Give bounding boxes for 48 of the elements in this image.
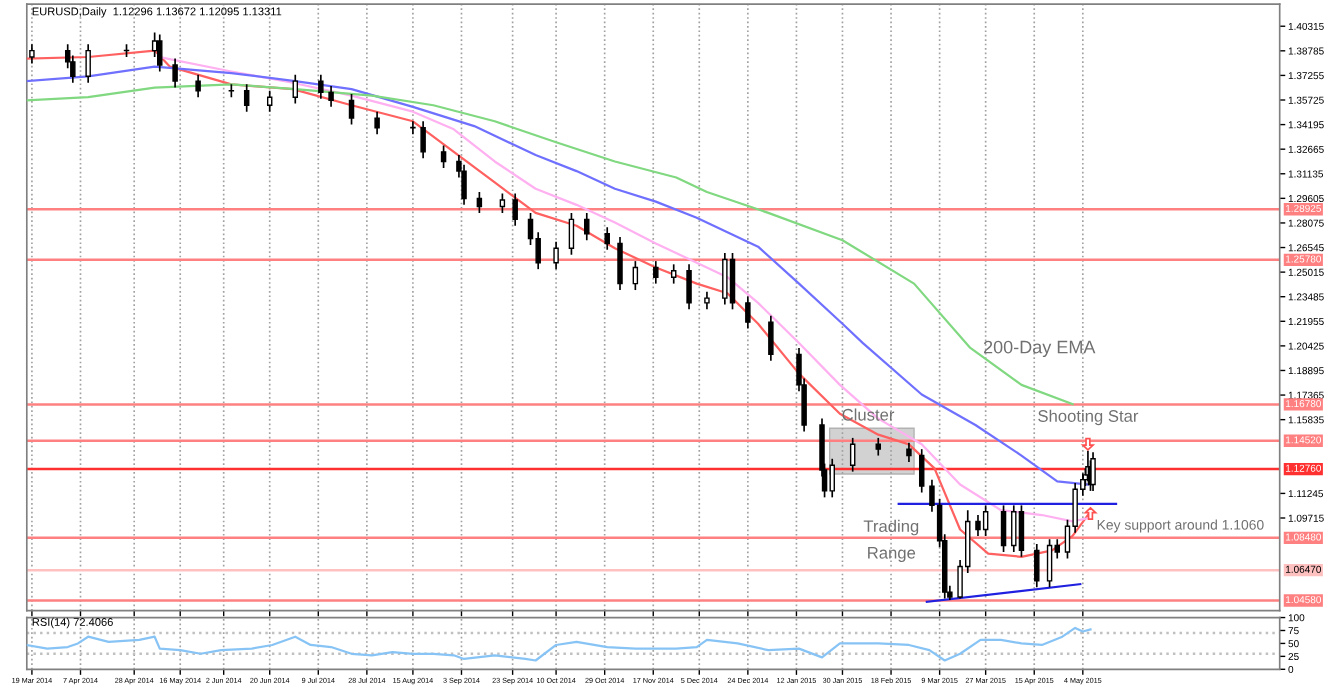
candlestick bbox=[172, 57, 178, 89]
candlestick bbox=[617, 236, 623, 291]
series-label: 200-Day EMA bbox=[983, 340, 1096, 357]
candlestick bbox=[632, 260, 639, 291]
candlestick bbox=[829, 457, 835, 499]
candlestick bbox=[461, 163, 467, 206]
candlestick bbox=[1046, 538, 1053, 589]
candlestick bbox=[849, 437, 856, 473]
candlestick bbox=[420, 120, 426, 160]
candlestick bbox=[604, 226, 610, 251]
candlestick bbox=[670, 263, 677, 285]
candlestick bbox=[906, 441, 912, 463]
candlestick bbox=[195, 73, 201, 99]
candlestick bbox=[1018, 504, 1025, 558]
candlestick bbox=[722, 252, 728, 306]
candlestick bbox=[318, 73, 324, 100]
candlestick bbox=[374, 110, 380, 135]
candlestick bbox=[157, 33, 163, 73]
candlestick bbox=[243, 83, 250, 113]
candlestick bbox=[729, 252, 736, 311]
candlestick bbox=[512, 192, 518, 227]
candlestick bbox=[328, 85, 334, 108]
candlestick bbox=[1000, 504, 1007, 553]
candlestick bbox=[553, 240, 559, 270]
candlestick bbox=[686, 263, 692, 311]
candlestick bbox=[476, 191, 483, 214]
candlestick bbox=[499, 192, 506, 214]
annotation: Shooting Star bbox=[1038, 409, 1139, 426]
candlestick bbox=[440, 144, 447, 169]
candlestick bbox=[151, 31, 158, 58]
candlestick bbox=[982, 504, 989, 537]
candlestick bbox=[745, 295, 751, 330]
candlestick bbox=[584, 212, 590, 242]
candlestick bbox=[918, 448, 925, 494]
candlestick bbox=[1034, 543, 1040, 589]
annotation: Range bbox=[868, 547, 916, 563]
line-series bbox=[26, 626, 1092, 662]
candlestick bbox=[1011, 504, 1017, 553]
candlestick bbox=[29, 43, 35, 65]
annotation: Trading bbox=[863, 519, 919, 536]
candlestick bbox=[768, 314, 774, 362]
candlestick bbox=[292, 73, 299, 105]
candlestick bbox=[266, 89, 273, 113]
candlestick bbox=[348, 93, 355, 126]
candlestick bbox=[975, 514, 981, 537]
candlestick bbox=[653, 260, 659, 285]
candlestick bbox=[568, 212, 575, 256]
candlestick bbox=[85, 43, 91, 84]
